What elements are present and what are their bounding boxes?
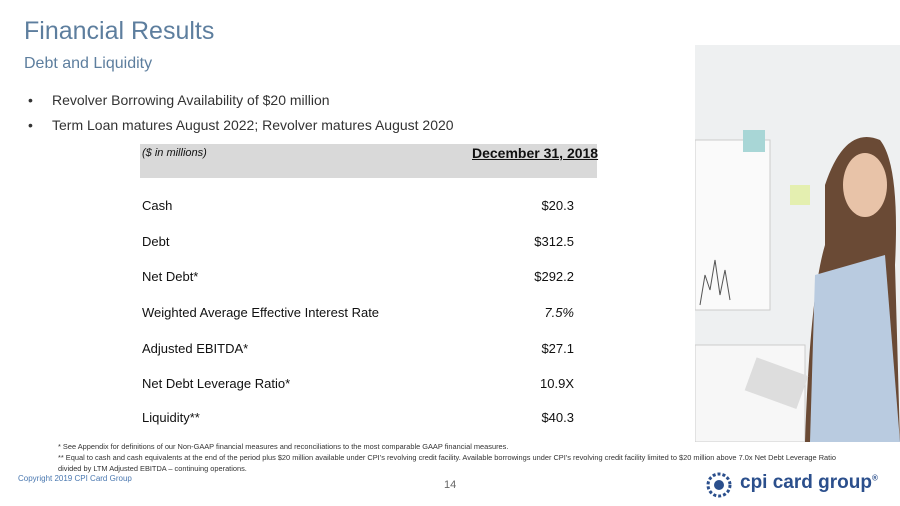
table-header — [140, 144, 597, 178]
subtitle: Debt and Liquidity — [24, 55, 153, 72]
logo-text: cpi card group — [740, 472, 872, 493]
table-label: Debt — [142, 234, 170, 249]
table-label: Net Debt Leverage Ratio* — [142, 376, 291, 391]
table-label: Cash — [142, 198, 173, 213]
bullet: • Term Loan matures August 2022; Revolver… — [28, 117, 454, 133]
page-number: 14 — [444, 479, 457, 491]
column-header: December 31, 2018 — [472, 145, 599, 161]
title: Financial Results — [24, 17, 215, 45]
table-label: Adjusted EBITDA* — [142, 341, 249, 356]
photo — [695, 45, 900, 442]
table-value: $292.2 — [534, 269, 574, 284]
table-value: 10.9X — [540, 376, 574, 391]
logo-mark: ® — [871, 473, 878, 483]
logo-icon — [706, 472, 732, 498]
footnote: * See Appendix for definitions of our No… — [58, 442, 509, 451]
table-label: Weighted Average Effective Interest Rate — [142, 305, 380, 320]
footnote: ** Equal to cash and cash equivalents at… — [58, 453, 836, 473]
table-label: Liquidity** — [142, 410, 200, 425]
column-header: ($ in millions) — [142, 147, 207, 159]
table-value: $40.3 — [541, 410, 574, 425]
bullet-text: Revolver Borrowing Availability of $20 m… — [52, 92, 330, 108]
table-value: $27.1 — [541, 341, 574, 356]
table-label: Net Debt* — [142, 269, 199, 284]
table-value: $20.3 — [541, 198, 574, 213]
copyright: Copyright 2019 CPI Card Group — [18, 474, 132, 483]
table-value: $312.5 — [534, 234, 574, 249]
logo: cpi card group® — [740, 472, 878, 494]
bullet: • Revolver Borrowing Availability of $20 … — [28, 92, 330, 108]
bullet-text: Term Loan matures August 2022; Revolver … — [52, 117, 454, 133]
table-value: 7.5% — [544, 305, 574, 320]
